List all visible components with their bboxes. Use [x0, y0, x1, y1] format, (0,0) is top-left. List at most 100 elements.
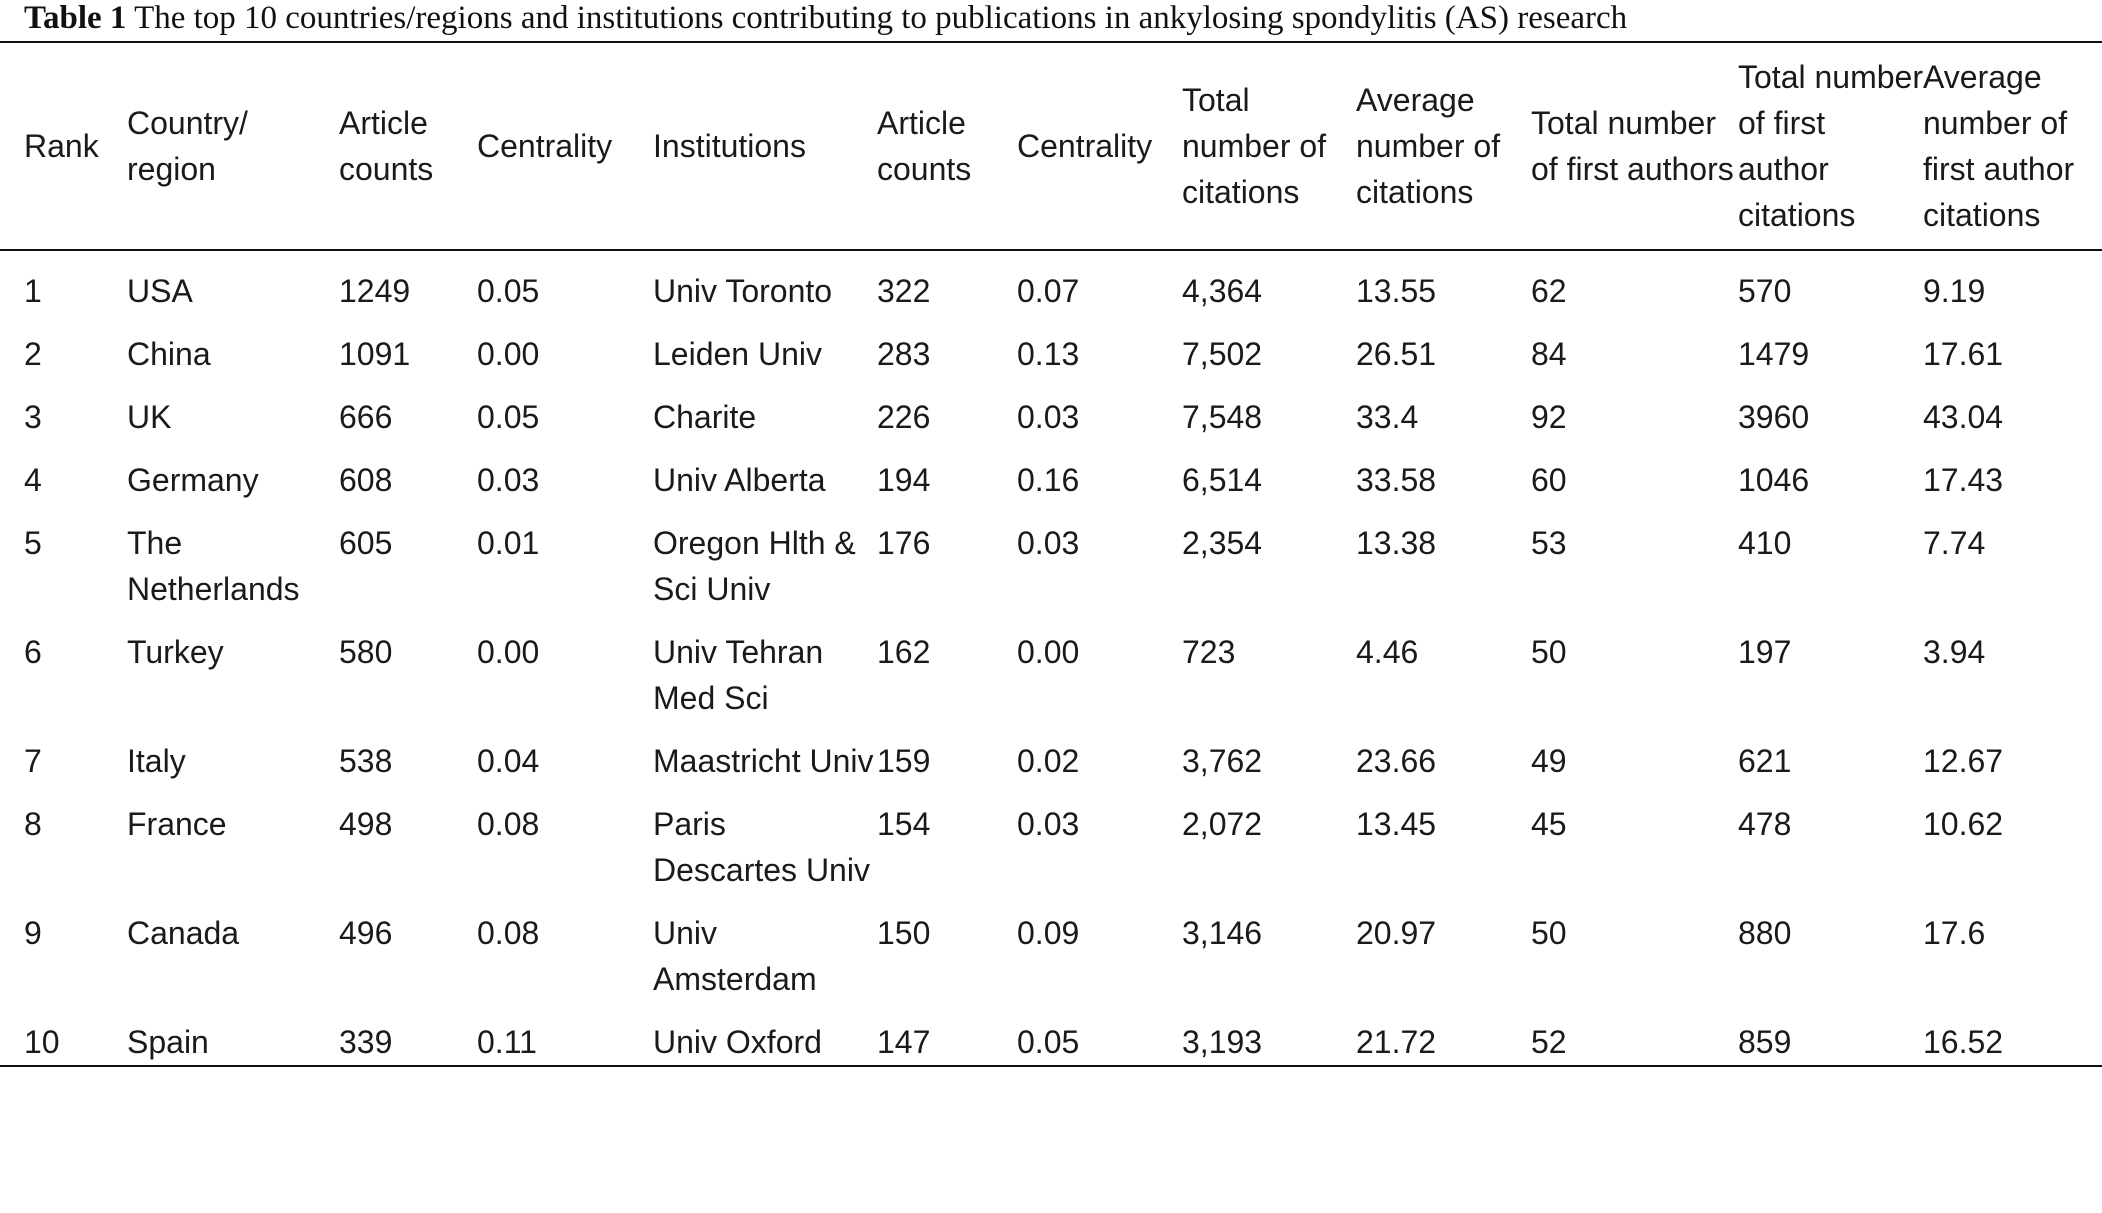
cell-country-article-count: 1091: [339, 336, 411, 372]
cell-institution: Paris Descartes Univ: [653, 806, 870, 888]
cell-rank: 4: [24, 462, 42, 498]
cell-average-first-author-citations: 9.19: [1923, 273, 1986, 309]
header-country-centrality: Centrality: [477, 128, 613, 164]
header-rank: Rank: [24, 128, 99, 164]
header-total-citations: Total number of citations: [1182, 82, 1327, 210]
cell-institution-centrality: 0.03: [1017, 525, 1080, 561]
cell-country-article-count: 1249: [339, 273, 411, 309]
cell-average-citations: 20.97: [1356, 915, 1437, 951]
cell-total-citations: 4,364: [1182, 273, 1263, 309]
cell-country: Canada: [127, 915, 240, 951]
cell-country: Germany: [127, 462, 259, 498]
cell-average-citations: 33.4: [1356, 399, 1419, 435]
cell-total-first-authors: 49: [1531, 743, 1567, 779]
cell-rank: 8: [24, 806, 42, 842]
cell-country: Italy: [127, 743, 186, 779]
cell-institution-centrality: 0.03: [1017, 806, 1080, 842]
cell-country-centrality: 0.01: [477, 525, 540, 561]
cell-institution: Charite: [653, 399, 757, 435]
cell-total-citations: 3,146: [1182, 915, 1263, 951]
cell-country-article-count: 580: [339, 634, 393, 670]
cell-total-first-authors: 84: [1531, 336, 1567, 372]
cell-total-first-author-citations: 1046: [1738, 462, 1810, 498]
cell-total-first-author-citations: 410: [1738, 525, 1792, 561]
table-row: 1 USA 1249 0.05 Univ Toronto 322 0.07 4,364 13.5…: [0, 250, 2102, 314]
cell-total-first-author-citations: 621: [1738, 743, 1792, 779]
cell-average-citations: 4.46: [1356, 634, 1419, 670]
cell-total-first-author-citations: 197: [1738, 634, 1792, 670]
header-country-article-counts: Article counts: [339, 105, 434, 187]
cell-average-first-author-citations: 17.61: [1923, 336, 2004, 372]
cell-total-citations: 2,072: [1182, 806, 1263, 842]
cell-rank: 3: [24, 399, 42, 435]
cell-country-article-count: 608: [339, 462, 393, 498]
cell-country-centrality: 0.00: [477, 336, 540, 372]
cell-country: France: [127, 806, 227, 842]
cell-country-centrality: 0.08: [477, 806, 540, 842]
header-total-first-author-citations: Total number of first author citations: [1738, 59, 1923, 233]
cell-rank: 6: [24, 634, 42, 670]
header-row: Rank Country/ region Article counts Cent…: [0, 42, 2102, 250]
cell-total-first-authors: 50: [1531, 915, 1567, 951]
cell-institution-article-count: 159: [877, 743, 931, 779]
table-row: 5 The Netherlands 605 0.01 Oregon Hlth & Sci…: [0, 503, 2102, 612]
cell-total-citations: 3,762: [1182, 743, 1263, 779]
cell-rank: 9: [24, 915, 42, 951]
cell-country-article-count: 498: [339, 806, 393, 842]
cell-rank: 5: [24, 525, 42, 561]
cell-total-first-authors: 50: [1531, 634, 1567, 670]
cell-total-first-author-citations: 570: [1738, 273, 1792, 309]
cell-total-first-author-citations: 859: [1738, 1024, 1792, 1060]
header-institution-centrality: Centrality: [1017, 128, 1153, 164]
cell-average-citations: 26.51: [1356, 336, 1437, 372]
cell-country-centrality: 0.00: [477, 634, 540, 670]
cell-institution: Univ Toronto: [653, 273, 833, 309]
cell-country: Turkey: [127, 634, 224, 670]
cell-institution: Univ Amsterdam: [653, 915, 817, 997]
cell-total-citations: 7,548: [1182, 399, 1263, 435]
cell-institution: Univ Tehran Med Sci: [653, 634, 824, 716]
cell-country-article-count: 605: [339, 525, 393, 561]
cell-institution: Univ Alberta: [653, 462, 826, 498]
cell-average-first-author-citations: 10.62: [1923, 806, 2004, 842]
cell-total-citations: 723: [1182, 634, 1236, 670]
cell-institution-article-count: 194: [877, 462, 931, 498]
cell-country-article-count: 496: [339, 915, 393, 951]
cell-institution-centrality: 0.13: [1017, 336, 1080, 372]
cell-average-citations: 33.58: [1356, 462, 1437, 498]
cell-institution-article-count: 283: [877, 336, 931, 372]
cell-institution-centrality: 0.07: [1017, 273, 1080, 309]
cell-rank: 2: [24, 336, 42, 372]
cell-country-centrality: 0.05: [477, 273, 540, 309]
cell-institution-article-count: 226: [877, 399, 931, 435]
cell-institution-article-count: 154: [877, 806, 931, 842]
header-total-first-authors: Total number of first authors: [1531, 105, 1734, 187]
cell-total-first-authors: 52: [1531, 1024, 1567, 1060]
cell-country-centrality: 0.03: [477, 462, 540, 498]
table-row: 4 Germany 608 0.03 Univ Alberta 194 0.16 6,514 3…: [0, 440, 2102, 503]
cell-total-first-authors: 45: [1531, 806, 1567, 842]
table-row: 9 Canada 496 0.08 Univ Amsterdam 150 0.09 3,146…: [0, 893, 2102, 1002]
cell-average-citations: 13.55: [1356, 273, 1437, 309]
table-row: 2 China 1091 0.00 Leiden Univ 283 0.13 7,502 26.…: [0, 314, 2102, 377]
cell-institution-article-count: 150: [877, 915, 931, 951]
table-row: 10 Spain 339 0.11 Univ Oxford 147 0.05 3,193 21.…: [0, 1002, 2102, 1066]
cell-country: USA: [127, 273, 193, 309]
cell-country-centrality: 0.04: [477, 743, 540, 779]
table-row: 8 France 498 0.08 Paris Descartes Univ 154 0.0…: [0, 784, 2102, 893]
cell-country-centrality: 0.05: [477, 399, 540, 435]
table-caption-text: The top 10 countries/regions and institu…: [134, 0, 1628, 36]
table-row: 3 UK 666 0.05 Charite 226 0.03 7,548 33.4 92 3960 4…: [0, 377, 2102, 440]
cell-country-centrality: 0.11: [477, 1024, 537, 1060]
cell-rank: 10: [24, 1024, 60, 1060]
cell-institution: Oregon Hlth & Sci Univ: [653, 525, 856, 607]
cell-institution-centrality: 0.03: [1017, 399, 1080, 435]
cell-institution-article-count: 322: [877, 273, 931, 309]
cell-country: The Netherlands: [127, 525, 300, 607]
cell-average-first-author-citations: 7.74: [1923, 525, 1986, 561]
cell-institution: Maastricht Univ: [653, 743, 874, 779]
cell-total-first-author-citations: 3960: [1738, 399, 1810, 435]
cell-total-first-author-citations: 478: [1738, 806, 1792, 842]
table-header: Rank Country/ region Article counts Cent…: [0, 42, 2102, 250]
table-row: 7 Italy 538 0.04 Maastricht Univ 159 0.02 3,762…: [0, 721, 2102, 784]
